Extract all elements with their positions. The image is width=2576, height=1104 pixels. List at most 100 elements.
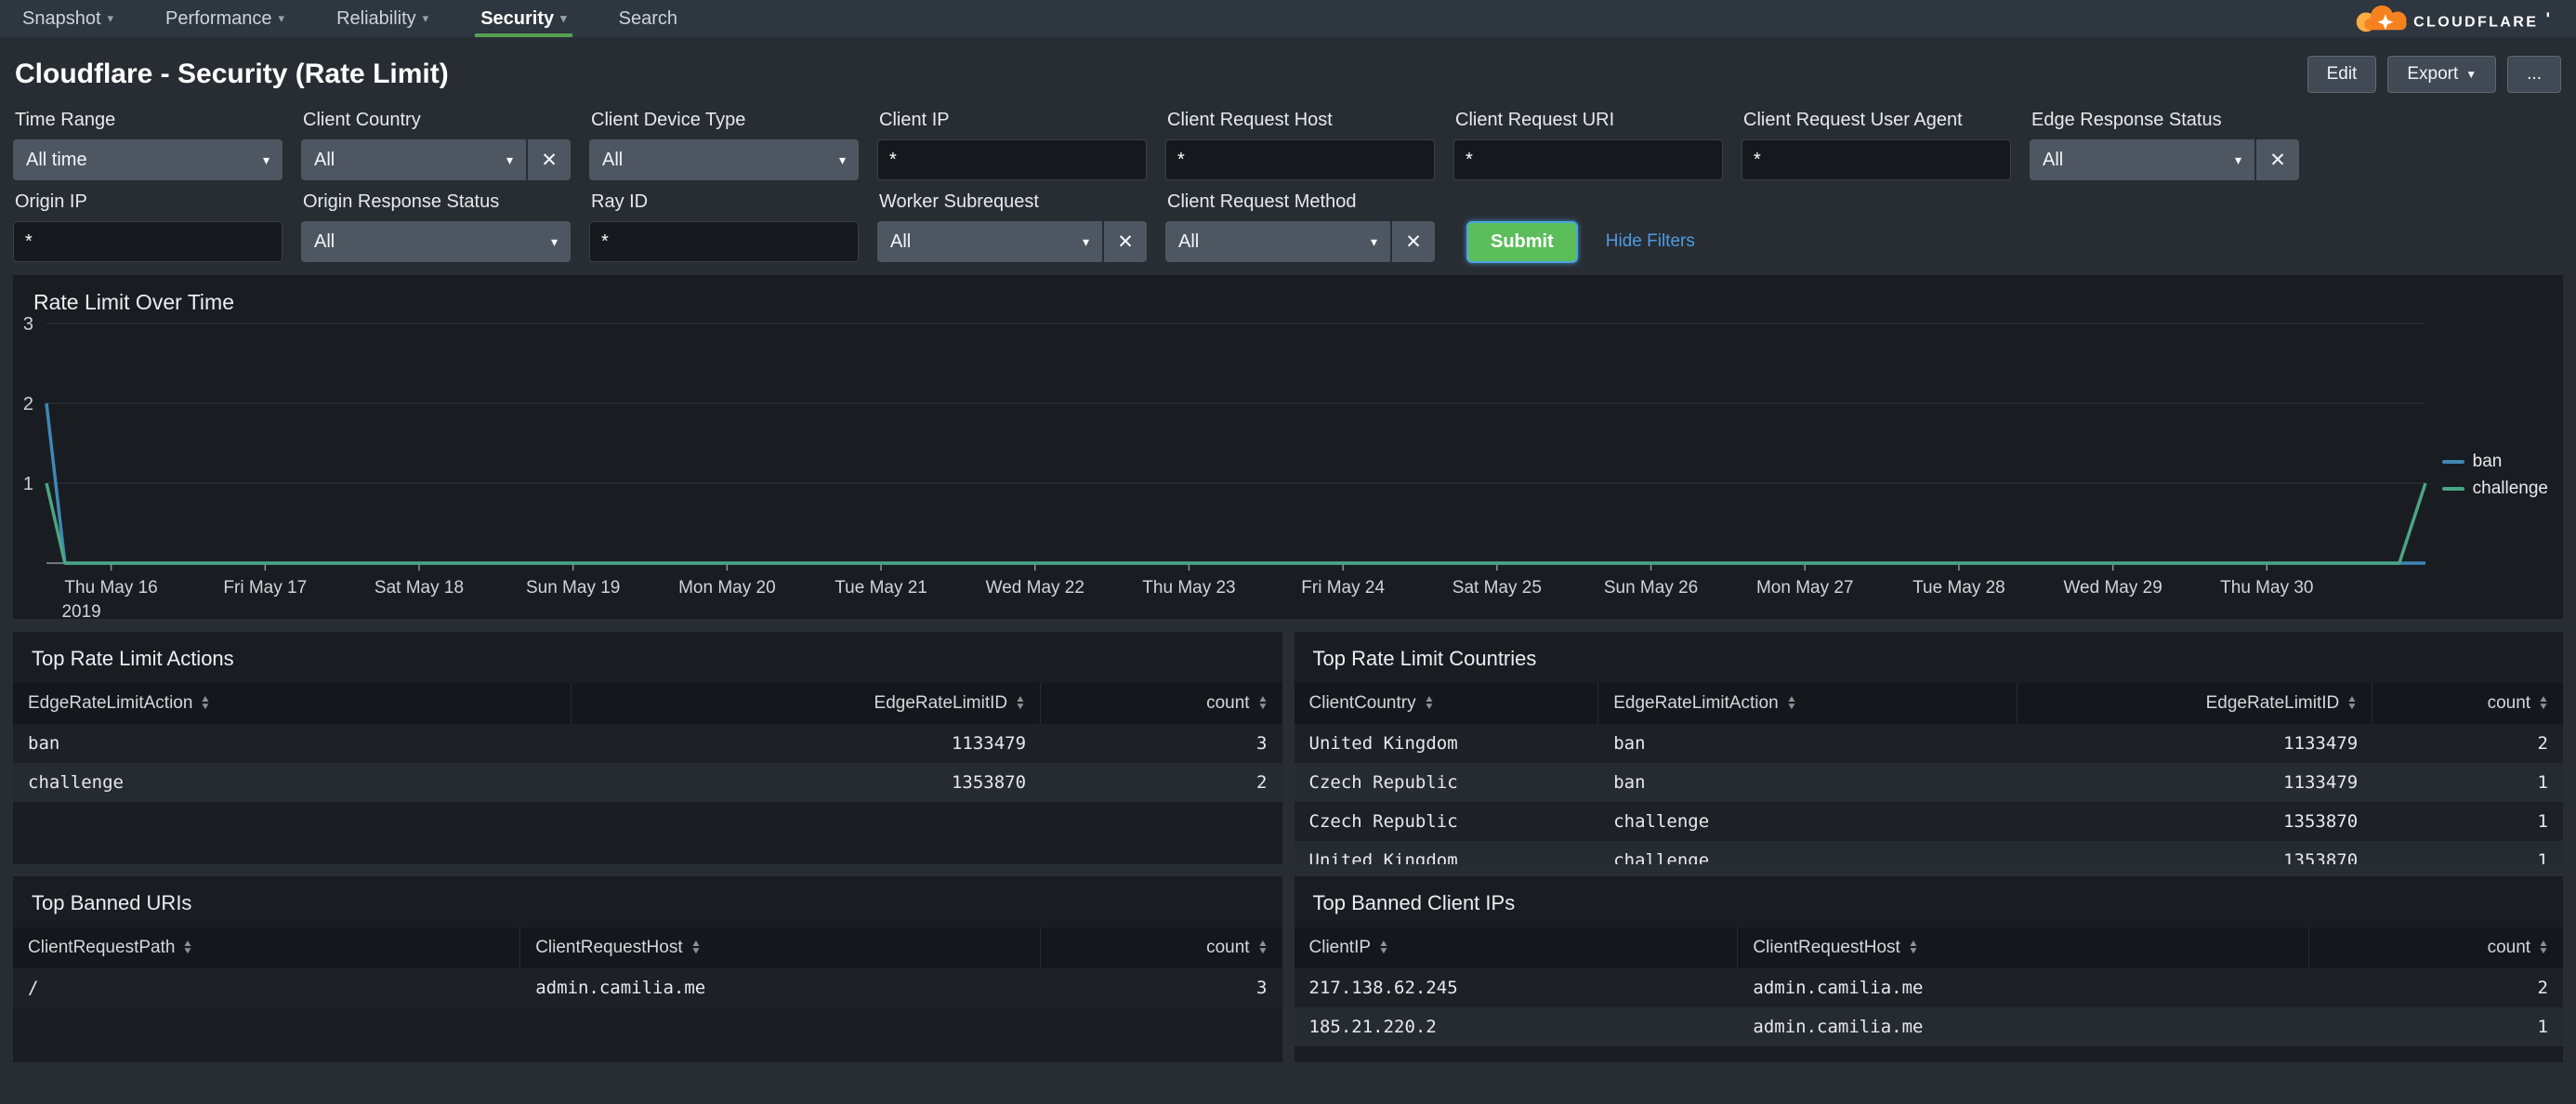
nav-item-label: Security bbox=[480, 7, 555, 29]
column-header-count[interactable]: count ▲ ▼ bbox=[2309, 927, 2563, 968]
client-country-select[interactable]: All ▾ bbox=[301, 139, 526, 180]
column-header-count[interactable]: count ▲ ▼ bbox=[1041, 683, 1281, 724]
sort-icon: ▲ ▼ bbox=[200, 694, 212, 712]
legend-label: challenge bbox=[2472, 479, 2548, 498]
client-request-user-agent-input[interactable] bbox=[1741, 139, 2011, 180]
legend-swatch bbox=[2441, 460, 2464, 464]
time-range-select[interactable]: All time ▾ bbox=[13, 139, 283, 180]
column-header-clientrequesthost[interactable]: ClientRequestHost ▲ ▼ bbox=[520, 927, 1042, 968]
nav-item-snapshot[interactable]: Snapshot ▾ bbox=[22, 0, 113, 37]
table-cell: 3 bbox=[1256, 733, 1268, 754]
table-row[interactable]: 217.138.62.245 admin.camilia.me 2 bbox=[1294, 968, 2563, 1007]
table-row[interactable]: Czech Republic challenge 1353870 1 bbox=[1294, 802, 2563, 841]
column-header-clientrequesthost[interactable]: ClientRequestHost ▲ ▼ bbox=[1738, 927, 2309, 968]
column-header-clientcountry[interactable]: ClientCountry ▲ ▼ bbox=[1295, 683, 1599, 724]
svg-text:Sat May 25: Sat May 25 bbox=[1452, 578, 1542, 598]
filter-label-client-request-uri: Client Request URI bbox=[1455, 110, 1615, 130]
table-cell: 1353870 bbox=[2283, 811, 2359, 832]
edge-response-status-select[interactable]: All ▾ bbox=[2030, 139, 2254, 180]
table-row[interactable]: 185.21.220.2 admin.camilia.me 1 bbox=[1294, 1007, 2563, 1046]
chevron-down-icon: ▼ bbox=[2465, 68, 2477, 81]
column-header-edgeratelimitaction[interactable]: EdgeRateLimitAction ▲ ▼ bbox=[13, 683, 572, 724]
ray-id-input[interactable] bbox=[589, 221, 859, 262]
legend-item-ban[interactable]: ban bbox=[2441, 452, 2548, 472]
table-row[interactable]: Czech Republic ban 1133479 1 bbox=[1294, 763, 2563, 802]
table-cell: 2 bbox=[2537, 978, 2548, 998]
nav-item-label: Reliability bbox=[336, 7, 416, 29]
export-button[interactable]: Export ▼ bbox=[2387, 56, 2497, 93]
table-header-row: ClientIP ▲ ▼ ClientRequestHost ▲ ▼ count ▲ ▼ bbox=[1294, 927, 2563, 968]
more-actions-button[interactable]: ... bbox=[2507, 56, 2561, 93]
table-cell: 1 bbox=[2537, 811, 2548, 832]
table-row[interactable]: challenge 1353870 2 bbox=[13, 763, 1282, 802]
edge-response-status-clear-button[interactable]: ✕ bbox=[2256, 139, 2299, 180]
client-ip-input[interactable] bbox=[877, 139, 1147, 180]
table-cell: 1133479 bbox=[2283, 733, 2359, 754]
sort-icon: ▲ ▼ bbox=[1256, 939, 1268, 956]
edit-button[interactable]: Edit bbox=[2307, 56, 2377, 93]
table-title: Top Rate Limit Countries bbox=[1312, 647, 1537, 670]
svg-text:2019: 2019 bbox=[61, 602, 100, 619]
panel-top-rate-limit-countries: Top Rate Limit Countries ClientCountry ▲ ▼ E… bbox=[1294, 632, 2563, 864]
filter-origin-ip: Origin IP bbox=[13, 180, 283, 262]
table-cell: United Kingdom bbox=[1308, 850, 1458, 864]
client-country-clear-button[interactable]: ✕ bbox=[528, 139, 571, 180]
table-header-row: ClientCountry ▲ ▼ EdgeRateLimitAction ▲ ▼ Edge… bbox=[1294, 683, 2563, 724]
table-cell: 3 bbox=[1256, 978, 1268, 998]
filter-client-country: Client Country All ▾ ✕ bbox=[301, 99, 571, 180]
table-row[interactable]: United Kingdom challenge 1353870 1 bbox=[1294, 841, 2563, 864]
nav-item-security[interactable]: Security ▾ bbox=[475, 0, 573, 37]
column-header-edgeratelimitaction[interactable]: EdgeRateLimitAction ▲ ▼ bbox=[1598, 683, 2017, 724]
origin-response-status-select[interactable]: All ▾ bbox=[301, 221, 571, 262]
filter-label-origin-response-status: Origin Response Status bbox=[303, 191, 500, 212]
table-cell: ban bbox=[1613, 772, 1646, 793]
table-cell: challenge bbox=[1613, 850, 1710, 864]
client-request-uri-input[interactable] bbox=[1453, 139, 1723, 180]
filter-label-origin-ip: Origin IP bbox=[15, 191, 87, 212]
table-header-row: EdgeRateLimitAction ▲ ▼ EdgeRateLimitID ▲ ▼ co… bbox=[13, 683, 1282, 724]
client-request-method-clear-button[interactable]: ✕ bbox=[1392, 221, 1435, 262]
chevron-down-icon: ▾ bbox=[838, 151, 846, 167]
table-row[interactable]: / admin.camilia.me 3 bbox=[13, 968, 1282, 1007]
chevron-down-icon: ▾ bbox=[278, 11, 285, 25]
nav-item-reliability[interactable]: Reliability ▾ bbox=[336, 0, 428, 37]
sort-icon: ▲ ▼ bbox=[2538, 694, 2549, 712]
svg-text:Fri May 24: Fri May 24 bbox=[1301, 578, 1385, 598]
table-row[interactable]: ban 1133479 3 bbox=[13, 724, 1282, 763]
rate-limit-chart[interactable]: 1 2 3 Thu May 16 2019 Fri May 17 Sat May 18 Sun… bbox=[13, 275, 2563, 619]
legend-label: ban bbox=[2472, 452, 2503, 471]
worker-subrequest-select[interactable]: All ▾ bbox=[877, 221, 1102, 262]
column-header-edgeratelimitid[interactable]: EdgeRateLimitID ▲ ▼ bbox=[2017, 683, 2373, 724]
nav-item-performance[interactable]: Performance ▾ bbox=[165, 0, 284, 37]
filter-client-request-method: Client Request Method All ▾ ✕ bbox=[1165, 180, 1435, 262]
sort-icon: ▲ ▼ bbox=[690, 939, 702, 956]
client-request-host-input[interactable] bbox=[1165, 139, 1435, 180]
table-title: Top Banned URIs bbox=[32, 891, 192, 914]
hide-filters-link[interactable]: Hide Filters bbox=[1605, 231, 1695, 251]
chevron-down-icon: ▾ bbox=[1370, 233, 1377, 249]
column-header-count[interactable]: count ▲ ▼ bbox=[2372, 683, 2563, 724]
table-cell: 1 bbox=[2537, 772, 2548, 793]
column-header-clientip[interactable]: ClientIP ▲ ▼ bbox=[1295, 927, 1739, 968]
chart-legend: ban challenge bbox=[2441, 452, 2548, 499]
table-title: Top Banned Client IPs bbox=[1312, 891, 1516, 914]
column-header-count[interactable]: count ▲ ▼ bbox=[1041, 927, 1281, 968]
legend-item-challenge[interactable]: challenge bbox=[2441, 479, 2548, 499]
table-row[interactable]: United Kingdom ban 1133479 2 bbox=[1294, 724, 2563, 763]
column-header-clientrequestpath[interactable]: ClientRequestPath ▲ ▼ bbox=[13, 927, 521, 968]
submit-button[interactable]: Submit bbox=[1466, 220, 1578, 263]
table-cell: ban bbox=[1613, 733, 1646, 754]
table-cell: challenge bbox=[28, 772, 124, 793]
table-cell: 185.21.220.2 bbox=[1308, 1017, 1437, 1037]
worker-subrequest-clear-button[interactable]: ✕ bbox=[1104, 221, 1147, 262]
table-cell: United Kingdom bbox=[1308, 733, 1458, 754]
filter-worker-subrequest: Worker Subrequest All ▾ ✕ bbox=[877, 180, 1147, 262]
sort-icon: ▲ ▼ bbox=[1907, 939, 1919, 956]
column-header-edgeratelimitid[interactable]: EdgeRateLimitID ▲ ▼ bbox=[572, 683, 1042, 724]
column-header-label: count bbox=[2487, 693, 2531, 713]
origin-ip-input[interactable] bbox=[13, 221, 283, 262]
client-request-method-select[interactable]: All ▾ bbox=[1165, 221, 1390, 262]
client-device-type-select[interactable]: All ▾ bbox=[589, 139, 859, 180]
table-body: 217.138.62.245 admin.camilia.me 2 185.21.22… bbox=[1294, 968, 2563, 1046]
nav-item-search[interactable]: Search bbox=[619, 0, 677, 37]
